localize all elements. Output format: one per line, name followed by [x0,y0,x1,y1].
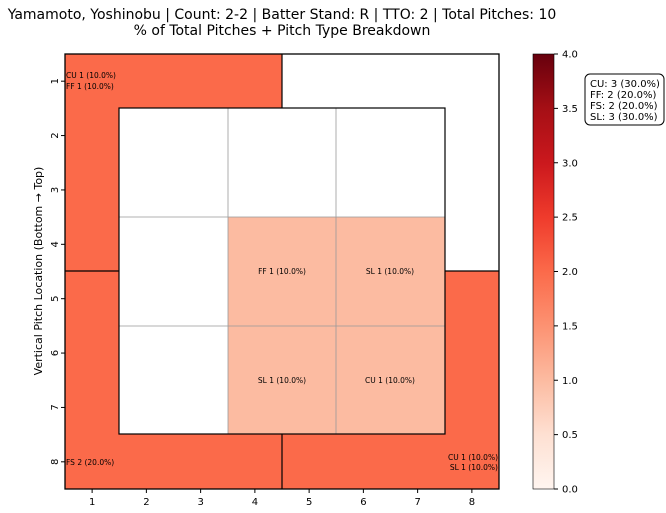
legend-entry: SL: 3 (30.0%) [590,112,658,123]
colorbar-tick-label: 3.0 [562,158,578,169]
zone-labels: CU 1 (10.0%) FF 1 (10.0%) FS 2 (20.0%) C… [66,71,498,472]
inner-zone-2-1 [119,217,228,326]
y-axis: 1 2 3 4 5 6 7 8 [50,78,65,465]
x-tick-label: 1 [89,497,95,508]
chart-title: Yamamoto, Yoshinobu | Count: 2-2 | Batte… [7,7,557,23]
colorbar-tick-label: 2.5 [562,213,578,224]
y-tick-label: 1 [50,78,61,84]
x-tick-label: 8 [469,497,475,508]
zone-label: CU 1 (10.0%) [66,71,116,80]
pitch-type-legend [584,73,665,126]
chart-subtitle: % of Total Pitches + Pitch Type Breakdow… [134,23,431,39]
y-tick-label: 7 [50,404,61,410]
y-axis-label: Vertical Pitch Location (Bottom → Top) [32,167,45,376]
colorbar-tick-label: 2.0 [562,267,578,278]
inner-zone-1-3 [336,108,445,217]
legend-entry: CU: 3 (30.0%) [590,79,660,90]
inner-zone-2-2 [228,217,336,326]
y-tick-label: 2 [50,132,61,138]
colorbar [532,53,555,490]
zone-label: FS 2 (20.0%) [66,458,114,467]
y-tick-label: 3 [50,187,61,193]
inner-zone-3-3 [336,326,445,434]
colorbar-tick-label: 3.5 [562,104,578,115]
y-tick-label: 5 [50,296,61,302]
y-tick-label: 6 [50,350,61,356]
strike-zone-border [118,107,446,435]
inner-grid-lines [119,108,445,434]
x-axis: 1 2 3 4 5 6 7 8 [89,489,475,508]
legend-entry: FF: 2 (20.0%) [590,90,656,101]
inner-zone-1-1 [119,108,228,217]
x-tick-label: 6 [360,497,366,508]
plot-frame [64,53,500,490]
inner-zone-3-1 [119,326,228,434]
inner-zone-3-2 [228,326,336,434]
colorbar-tick-label: 0.5 [562,430,578,441]
colorbar-tick-label: 1.5 [562,321,578,332]
x-tick-label: 7 [414,497,420,508]
zone-label: FF 1 (10.0%) [66,82,114,91]
zone-label: SL 1 (10.0%) [450,463,498,472]
colorbar-tick-label: 1.0 [562,376,578,387]
inner-zone-1-2 [228,108,336,217]
colorbar-tick-label: 0.0 [562,485,578,496]
zone-label: CU 1 (10.0%) [448,453,498,462]
zone-label: SL 1 (10.0%) [258,376,306,385]
inner-zones [119,108,445,434]
inner-zone-2-3 [336,217,445,326]
colorbar-tick-label: 4.0 [562,50,578,61]
x-tick-label: 3 [197,497,203,508]
zone-label: CU 1 (10.0%) [365,376,415,385]
colorbar-ticks: 0.0 0.5 1.0 1.5 2.0 2.5 3.0 3.5 4.0 [554,50,578,496]
outer-zone-borders [65,54,499,489]
x-tick-label: 2 [143,497,149,508]
zone-label: SL 1 (10.0%) [366,267,414,276]
y-tick-label: 8 [50,459,61,465]
x-tick-label: 5 [306,497,312,508]
y-tick-label: 4 [50,241,61,247]
zone-label: FF 1 (10.0%) [258,267,306,276]
legend-entry: FS: 2 (20.0%) [590,101,658,112]
x-tick-label: 4 [252,497,258,508]
